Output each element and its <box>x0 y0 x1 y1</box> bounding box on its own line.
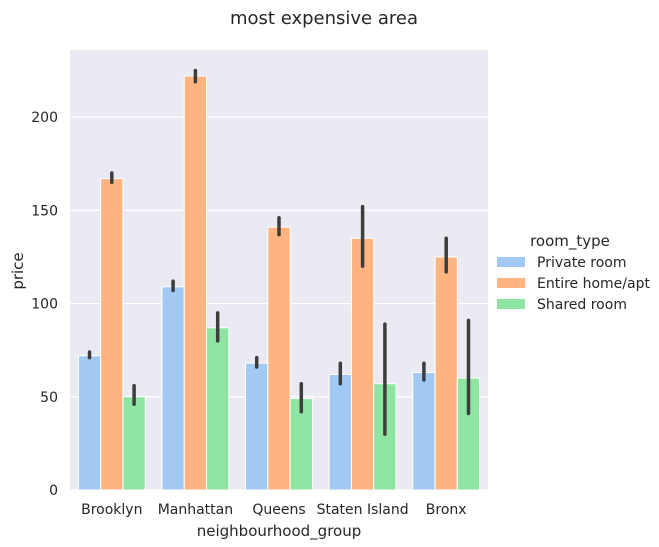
y-axis-label: price <box>9 252 27 289</box>
legend-title: room_type <box>530 232 610 251</box>
y-tick-label: 50 <box>40 390 58 406</box>
legend-entry: Shared room <box>537 297 627 313</box>
bar-staten-island-private-room <box>328 373 352 491</box>
bar-manhattan-shared-room <box>206 327 230 491</box>
bar-queens-entire-home-apt <box>267 226 291 491</box>
x-tick-label: Queens <box>252 502 305 518</box>
error-bars <box>87 68 471 436</box>
bar-manhattan-entire-home-apt <box>183 75 208 491</box>
bars <box>77 75 481 491</box>
legend-entry: Entire home/apt <box>537 276 650 292</box>
bar-manhattan-private-room <box>161 286 185 491</box>
bar-staten-island-entire-home-apt <box>350 237 375 491</box>
x-tick-labels: Brooklyn Manhattan Queens Staten Island Bron… <box>81 502 466 518</box>
legend-entry: Private room <box>537 255 626 271</box>
bar-brooklyn-shared-room <box>122 396 146 491</box>
x-tick-label: Staten Island <box>317 502 409 518</box>
bar-queens-private-room <box>245 362 269 491</box>
x-axis-label: neighbourhood_group <box>197 522 362 541</box>
legend-swatch <box>497 299 525 309</box>
legend: room_type Private room Entire home/apt Sha… <box>497 232 650 313</box>
x-tick-label: Bronx <box>426 502 467 518</box>
y-tick-label: 200 <box>31 110 58 126</box>
y-tick-label: 150 <box>31 203 58 219</box>
y-tick-labels: 0 50 100 150 200 <box>31 110 58 499</box>
bar-bronx-entire-home-apt <box>434 256 458 491</box>
y-tick-label: 100 <box>31 297 58 313</box>
bar-brooklyn-entire-home-apt <box>100 178 124 491</box>
x-tick-label: Brooklyn <box>81 502 142 518</box>
legend-swatch <box>497 278 525 288</box>
bar-bronx-private-room <box>412 372 436 491</box>
y-tick-label: 0 <box>49 483 58 499</box>
legend-swatch <box>497 257 525 267</box>
bar-brooklyn-private-room <box>77 355 102 491</box>
x-tick-label: Manhattan <box>158 502 233 518</box>
chart-title: most expensive area <box>230 8 418 29</box>
